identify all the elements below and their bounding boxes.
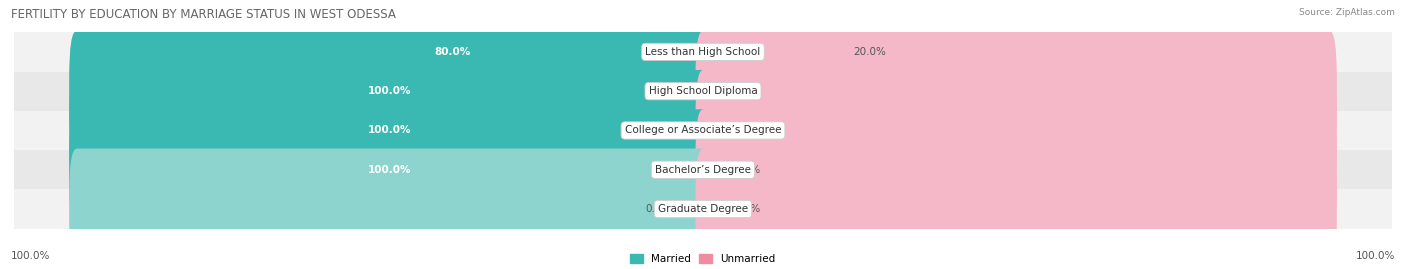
Text: 20.0%: 20.0% — [853, 47, 886, 57]
Text: 0.0%: 0.0% — [645, 204, 672, 214]
Text: Bachelor’s Degree: Bachelor’s Degree — [655, 165, 751, 175]
Text: 0.0%: 0.0% — [734, 125, 761, 136]
FancyBboxPatch shape — [194, 0, 710, 112]
Text: Graduate Degree: Graduate Degree — [658, 204, 748, 214]
Text: FERTILITY BY EDUCATION BY MARRIAGE STATUS IN WEST ODESSA: FERTILITY BY EDUCATION BY MARRIAGE STATU… — [11, 8, 396, 21]
Bar — [14, 32, 1392, 72]
FancyBboxPatch shape — [69, 70, 710, 191]
Text: Source: ZipAtlas.com: Source: ZipAtlas.com — [1299, 8, 1395, 17]
Text: College or Associate’s Degree: College or Associate’s Degree — [624, 125, 782, 136]
FancyBboxPatch shape — [696, 148, 1337, 269]
FancyBboxPatch shape — [696, 70, 1337, 191]
FancyBboxPatch shape — [696, 0, 835, 112]
Text: 100.0%: 100.0% — [1355, 251, 1395, 261]
Bar — [14, 150, 1392, 189]
FancyBboxPatch shape — [69, 31, 710, 152]
Legend: Married, Unmarried: Married, Unmarried — [630, 254, 776, 264]
Text: 80.0%: 80.0% — [434, 47, 471, 57]
Text: Less than High School: Less than High School — [645, 47, 761, 57]
Bar — [14, 111, 1392, 150]
Bar — [14, 72, 1392, 111]
Text: 0.0%: 0.0% — [734, 165, 761, 175]
FancyBboxPatch shape — [69, 148, 710, 269]
Text: 100.0%: 100.0% — [368, 165, 412, 175]
Text: 0.0%: 0.0% — [734, 204, 761, 214]
FancyBboxPatch shape — [696, 31, 1337, 152]
FancyBboxPatch shape — [696, 109, 1337, 230]
Text: 100.0%: 100.0% — [11, 251, 51, 261]
Text: 100.0%: 100.0% — [368, 86, 412, 96]
Text: High School Diploma: High School Diploma — [648, 86, 758, 96]
FancyBboxPatch shape — [69, 109, 710, 230]
Text: 0.0%: 0.0% — [734, 86, 761, 96]
Text: 100.0%: 100.0% — [368, 125, 412, 136]
Bar — [14, 189, 1392, 229]
